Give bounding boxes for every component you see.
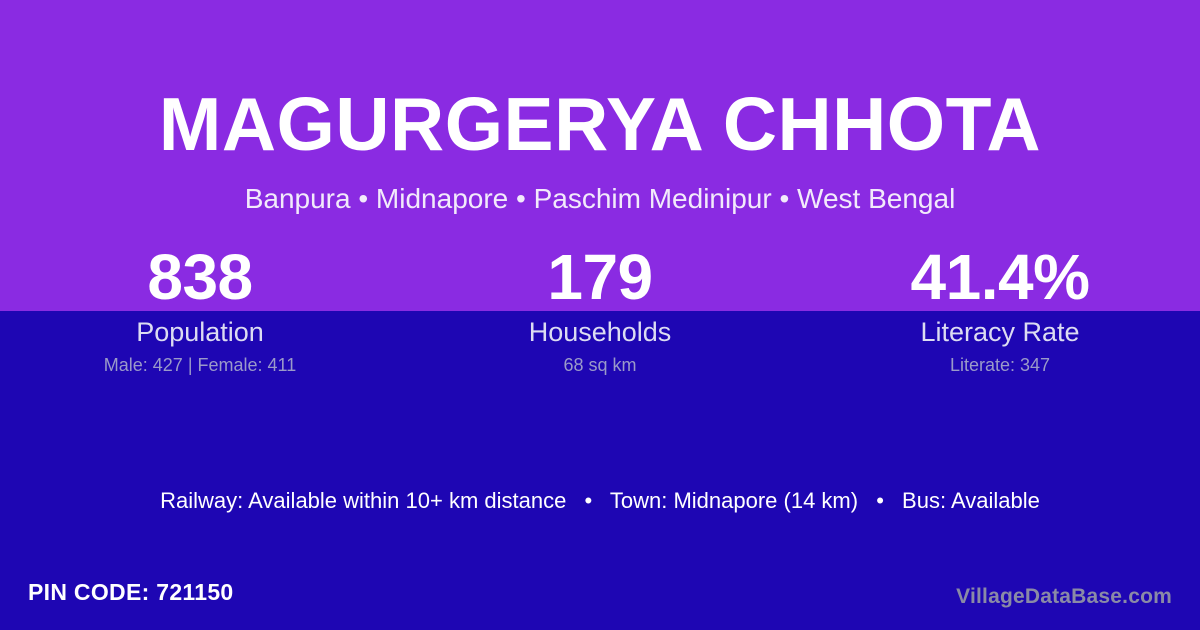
stat-literacy-rate-value: 41.4%	[910, 241, 1090, 313]
stat-population: 838 Population Male: 427 | Female: 411	[0, 243, 400, 377]
stat-households-label: Households	[528, 317, 672, 347]
stat-population-value: 838	[147, 241, 253, 313]
amenity-separator-icon: •	[584, 488, 593, 513]
stats-row: 838 Population Male: 427 | Female: 411 1…	[0, 243, 1200, 377]
stat-population-label: Population	[136, 317, 264, 347]
location-breadcrumb: Banpura • Midnapore • Paschim Medinipur …	[244, 183, 956, 214]
amenity-bus: Bus: Available	[902, 488, 1040, 513]
pin-code: PIN CODE: 721150	[28, 579, 234, 605]
stat-literacy-rate-sub: Literate: 347	[949, 355, 1051, 375]
stat-literacy-rate: 41.4% Literacy Rate Literate: 347	[800, 243, 1200, 377]
amenity-town: Town: Midnapore (14 km)	[609, 488, 859, 513]
site-watermark: VillageDataBase.com	[956, 585, 1172, 608]
stat-households-value: 179	[547, 241, 653, 313]
hero-band	[0, 0, 1200, 311]
stat-population-sub: Male: 427 | Female: 411	[103, 355, 297, 375]
amenity-separator-icon: •	[876, 488, 884, 513]
stat-households-sub: 68 sq km	[563, 355, 637, 375]
stat-households: 179 Households 68 sq km	[400, 243, 800, 377]
stat-literacy-rate-label: Literacy Rate	[920, 317, 1080, 347]
page-title: MAGURGERYA CHHOTA	[158, 82, 1042, 166]
amenities-line: Railway: Available within 10+ km distanc…	[0, 486, 1200, 516]
amenity-railway: Railway: Available within 10+ km distanc…	[160, 488, 567, 513]
